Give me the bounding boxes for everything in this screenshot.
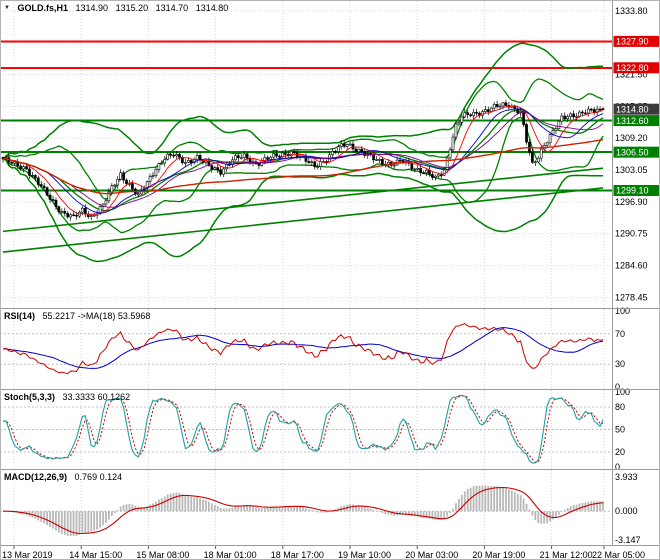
macd-panel-label: MACD(12,26,9) 0.769 0.124 <box>4 472 127 482</box>
svg-text:30: 30 <box>615 359 625 369</box>
price-level-tag: 1322.80 <box>613 62 660 74</box>
rsi-panel[interactable] <box>0 323 612 375</box>
svg-text:1299.10: 1299.10 <box>616 186 649 196</box>
svg-text:100: 100 <box>615 387 630 397</box>
macd-panel[interactable] <box>0 485 612 537</box>
svg-text:20: 20 <box>615 447 625 457</box>
svg-text:1314.80: 1314.80 <box>616 104 649 114</box>
svg-text:18 Mar 01:00: 18 Mar 01:00 <box>204 550 257 560</box>
svg-text:19 Mar 10:00: 19 Mar 10:00 <box>338 550 391 560</box>
macd-name: MACD(12,26,9) <box>4 472 68 482</box>
time-axis[interactable]: 13 Mar 2019 14 Mar 15:00 15 Mar 08:00 18 Ma… <box>2 546 645 560</box>
svg-text:3.933: 3.933 <box>615 472 638 482</box>
svg-text:1306.50: 1306.50 <box>616 147 649 157</box>
svg-text:1278.45: 1278.45 <box>615 292 648 302</box>
svg-text:1322.80: 1322.80 <box>616 63 649 73</box>
chart-header: ▼ GOLD.fs,H1 1314.90 1315.20 1314.70 131… <box>4 3 233 13</box>
svg-text:0: 0 <box>615 382 620 392</box>
svg-text:50: 50 <box>615 425 625 435</box>
macd-values: 0.769 0.124 <box>74 472 123 482</box>
svg-text:80: 80 <box>615 402 625 412</box>
current-price-tag: 1314.80 <box>613 103 660 115</box>
ohlc-close: 1314.80 <box>195 3 229 13</box>
svg-text:21 Mar 12:00: 21 Mar 12:00 <box>540 550 593 560</box>
symbol-timeframe-label: GOLD.fs,H1 <box>17 3 68 13</box>
svg-text:1303.05: 1303.05 <box>615 165 648 175</box>
svg-text:14 Mar 15:00: 14 Mar 15:00 <box>69 550 122 560</box>
trendlines <box>2 167 604 253</box>
svg-text:15 Mar 08:00: 15 Mar 08:00 <box>136 550 189 560</box>
symbol-dropdown-icon[interactable]: ▼ <box>4 5 10 11</box>
stoch-name: Stoch(5,3,3) <box>4 392 56 402</box>
stoch-values: 33.3333 60.1262 <box>62 392 131 402</box>
price-level-tag: 1306.50 <box>613 146 660 158</box>
stoch-panel-label: Stoch(5,3,3) 33.3333 60.1262 <box>4 392 135 402</box>
svg-text:1312.60: 1312.60 <box>616 116 649 126</box>
svg-text:13 Mar 2019: 13 Mar 2019 <box>2 550 53 560</box>
svg-text:70: 70 <box>615 329 625 339</box>
svg-text:1333.80: 1333.80 <box>615 6 648 16</box>
svg-text:1327.90: 1327.90 <box>616 37 649 47</box>
svg-text:-3.147: -3.147 <box>615 535 641 545</box>
horizontal-price-lines <box>0 40 612 192</box>
svg-text:20 Mar 19:00: 20 Mar 19:00 <box>472 550 525 560</box>
price-level-tag: 1312.60 <box>613 115 660 127</box>
svg-text:22 Mar 05:00: 22 Mar 05:00 <box>592 550 645 560</box>
rsi-name: RSI(14) <box>4 311 36 321</box>
grid-lines <box>0 1 612 545</box>
stochastic-panel[interactable] <box>0 394 612 464</box>
svg-text:1321.50: 1321.50 <box>615 70 648 80</box>
svg-text:1284.60: 1284.60 <box>615 261 648 271</box>
price-axis[interactable]: 1333.801327.651321.501315.351309.201303.… <box>613 6 660 545</box>
ohlc-open: 1314.90 <box>75 3 109 13</box>
moving-averages <box>2 105 604 215</box>
svg-text:18 Mar 17:00: 18 Mar 17:00 <box>271 550 324 560</box>
rsi-values: 55.2217 ->MA(18) 53.5968 <box>42 311 151 321</box>
svg-text:1296.90: 1296.90 <box>615 197 648 207</box>
rsi-panel-label: RSI(14) 55.2217 ->MA(18) 53.5968 <box>4 311 155 321</box>
svg-text:100: 100 <box>615 306 630 316</box>
svg-text:1309.20: 1309.20 <box>615 133 648 143</box>
price-level-tag: 1299.10 <box>613 184 660 196</box>
candlesticks <box>1 99 605 221</box>
ohlc-low: 1314.70 <box>155 3 189 13</box>
price-level-tag: 1327.90 <box>613 35 660 47</box>
svg-text:0: 0 <box>615 462 620 472</box>
ohlc-high: 1315.20 <box>115 3 149 13</box>
svg-text:1290.75: 1290.75 <box>615 229 648 239</box>
svg-text:20 Mar 03:00: 20 Mar 03:00 <box>405 550 458 560</box>
svg-text:0.000: 0.000 <box>615 506 638 516</box>
